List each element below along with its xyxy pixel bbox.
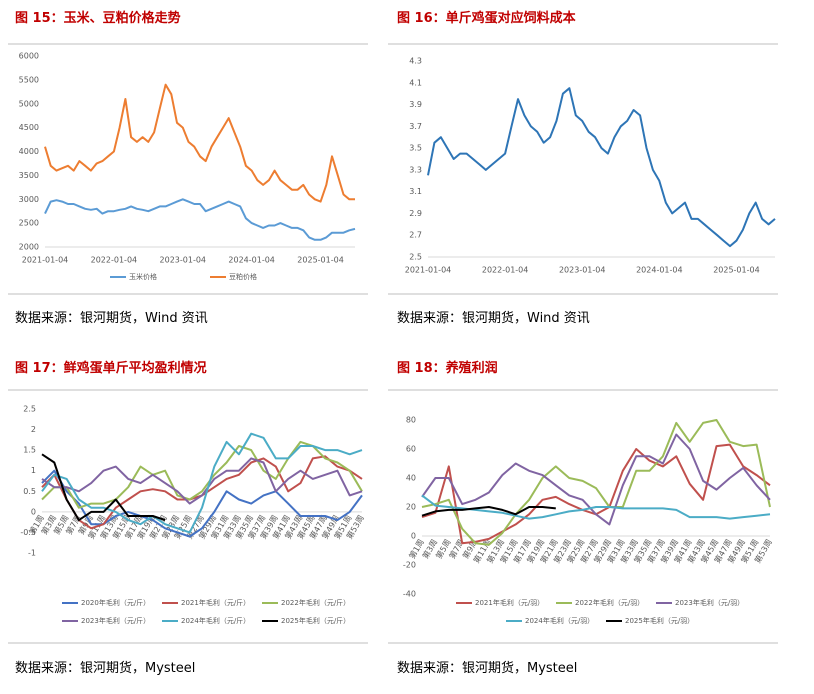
chart-title: 图 17：鲜鸡蛋单斤平均盈利情况 [15,360,207,376]
chart-title: 图 15：玉米、豆粕价格走势 [15,10,181,26]
legend-label: 玉米价格 [129,272,157,281]
y-tick-label: 5500 [19,75,39,84]
legend-label: 2025年毛利（元/斤） [281,616,350,625]
y-tick-label: 3.3 [409,165,422,174]
y-tick-label: 80 [406,416,416,425]
chart-title: 图 16：单斤鸡蛋对应饲料成本 [397,10,576,26]
y-tick-label: 1 [31,466,36,475]
x-tick-label: 2022-01-04 [482,266,529,275]
series-line [41,453,166,522]
legend-label: 2021年毛利（元/斤） [181,598,250,607]
legend-label: 2024年毛利（元/羽） [525,616,594,625]
legend-label: 豆粕价格 [229,272,257,281]
source-note: 数据来源：银河期货，Wind 资讯 [15,310,208,326]
source-note: 数据来源：银河期货，Mysteel [15,660,195,676]
x-tick-label: 2021-01-04 [405,266,452,275]
series-line [41,457,363,505]
y-tick-label: 2.5 [409,253,422,262]
x-tick-label: 2022-01-04 [91,256,138,265]
legend-label: 2020年毛利（元/斤） [81,598,150,607]
series-line [44,198,356,241]
y-tick-label: 3.5 [409,144,422,153]
source-note: 数据来源：银河期货，Mysteel [397,660,577,676]
x-tick-label: 2024-01-04 [228,256,275,265]
y-tick-label: 6000 [19,52,39,61]
source-note: 数据来源：银河期货，Wind 资讯 [397,310,590,326]
y-tick-label: -40 [403,590,416,599]
y-tick-label: 3.9 [409,100,422,109]
y-tick-label: 1.5 [23,446,36,455]
chart-title: 图 18：养殖利润 [397,360,498,376]
y-tick-label: -0.5 [20,528,36,537]
x-tick-label: 2025-01-04 [713,266,760,275]
x-tick-label: 2021-01-04 [22,256,69,265]
y-tick-label: 3.1 [409,187,422,196]
y-tick-label: -1 [28,549,36,558]
series-line [421,443,771,545]
x-tick-label: 2023-01-04 [559,266,606,275]
y-tick-label: 0 [411,532,416,541]
y-tick-label: 3.7 [409,122,422,131]
y-tick-label: 2.5 [23,405,36,414]
y-tick-label: 2500 [19,219,39,228]
y-tick-label: 2.7 [409,231,422,240]
series-line [421,419,771,546]
y-tick-label: 4.3 [409,57,422,66]
x-tick-label: 2024-01-04 [636,266,683,275]
y-tick-label: 4000 [19,147,39,156]
y-tick-label: 60 [406,445,416,454]
legend-label: 2022年毛利（元/羽） [575,598,644,607]
series-line [421,433,771,526]
legend-label: 2022年毛利（元/斤） [281,598,350,607]
series-line [41,440,363,509]
y-tick-label: 0.5 [23,487,36,496]
y-tick-label: 2000 [19,243,39,252]
y-tick-label: 0 [31,507,36,516]
legend-label: 2025年毛利（元/羽） [625,616,694,625]
x-tick-label: 2023-01-04 [160,256,207,265]
y-tick-label: 4500 [19,123,39,132]
y-tick-label: 3000 [19,195,39,204]
legend-label: 2023年毛利（元/斤） [81,616,150,625]
y-tick-label: 2.9 [409,209,422,218]
legend-label: 2024年毛利（元/斤） [181,616,250,625]
y-tick-label: 5000 [19,99,39,108]
series-line [41,432,363,534]
y-tick-label: 40 [406,474,416,483]
y-tick-label: 2 [31,425,36,434]
y-tick-label: 20 [406,503,416,512]
series-line [421,506,556,517]
y-tick-label: 4.1 [409,78,422,87]
series-line [421,494,771,520]
series-line [427,87,776,248]
series-line [44,83,355,203]
legend-label: 2021年毛利（元/羽） [475,598,544,607]
legend-label: 2023年毛利（元/羽） [675,598,744,607]
series-line [41,469,363,538]
y-tick-label: 3500 [19,171,39,180]
y-tick-label: -20 [403,561,416,570]
x-tick-label: 2025-01-04 [297,256,344,265]
